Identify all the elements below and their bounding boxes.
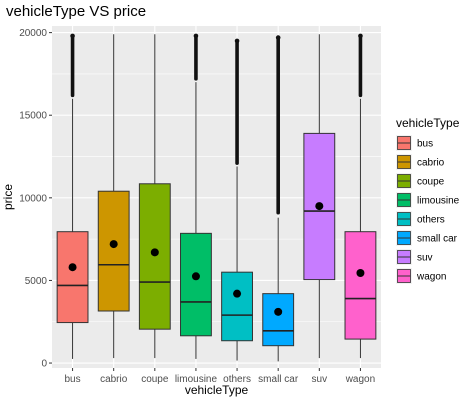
legend-label: cabrio [417, 158, 445, 169]
mean-point [274, 307, 283, 316]
legend-label: others [417, 215, 445, 226]
y-tick-label: 15000 [19, 111, 47, 122]
x-axis-label: vehicleType [185, 383, 249, 397]
y-tick-label: 5000 [25, 276, 48, 287]
box-group-limousine [180, 33, 212, 359]
boxes-layer [56, 33, 377, 362]
legend-label: small car [417, 234, 458, 245]
outlier-point [234, 38, 240, 44]
y-axis-label: price [1, 184, 15, 210]
box-group-suv [303, 34, 336, 359]
y-axis-ticks: 0 5000 10000 15000 20000 [19, 28, 52, 370]
mean-point [356, 269, 365, 277]
box [180, 232, 212, 337]
legend-item-small-car: small car [396, 230, 458, 246]
chart-title: vehicleType VS price [6, 3, 146, 20]
legend-label: bus [417, 139, 433, 150]
outlier-point [70, 33, 75, 39]
box [221, 271, 253, 342]
legend-item-cabrio: cabrio [396, 154, 445, 170]
y-tick-label: 10000 [19, 193, 47, 204]
legend-label: limousine [417, 196, 460, 207]
box [56, 231, 89, 324]
outlier-point [275, 35, 281, 40]
legend-label: coupe [417, 177, 445, 188]
mean-point [68, 263, 77, 272]
outlier-point [193, 33, 199, 39]
box [97, 190, 130, 312]
legend-item-bus: bus [396, 135, 433, 151]
mean-point [191, 272, 200, 281]
legend-label: suv [417, 253, 433, 264]
mean-point [315, 202, 324, 211]
y-tick-label: 0 [41, 359, 47, 370]
legend: bus cabrio coupe limousine others small car su… [396, 135, 460, 284]
x-tick-label: others [223, 374, 251, 385]
mean-point [150, 248, 159, 257]
box-group-small-car [262, 35, 295, 362]
x-axis-ticks: bus cabrio coupe limousine others small car su… [65, 368, 375, 385]
x-tick-label: bus [65, 374, 81, 385]
x-tick-label: limousine [175, 374, 218, 385]
mean-point [109, 240, 118, 249]
box-group-bus [56, 33, 89, 359]
box-group-wagon [344, 33, 377, 359]
x-tick-label: cabrio [100, 374, 128, 385]
legend-item-others: others [396, 211, 445, 227]
legend-title: vehicleType [396, 116, 460, 130]
box [344, 231, 377, 340]
legend-item-coupe: coupe [396, 173, 445, 189]
box-group-cabrio [97, 34, 130, 359]
x-tick-label: wagon [345, 374, 375, 385]
box [262, 293, 295, 347]
box-group-coupe [138, 34, 171, 359]
legend-label: wagon [416, 272, 446, 283]
outlier-point [358, 33, 363, 39]
x-tick-label: suv [312, 374, 328, 385]
legend-item-limousine: limousine [396, 192, 460, 208]
y-tick-label: 20000 [19, 28, 47, 39]
box [138, 183, 171, 330]
box-group-others [221, 38, 253, 361]
legend-item-wagon: wagon [396, 268, 446, 284]
x-tick-label: small car [258, 374, 299, 385]
legend-item-suv: suv [396, 249, 433, 265]
x-tick-label: coupe [141, 374, 169, 385]
mean-point [233, 289, 242, 298]
